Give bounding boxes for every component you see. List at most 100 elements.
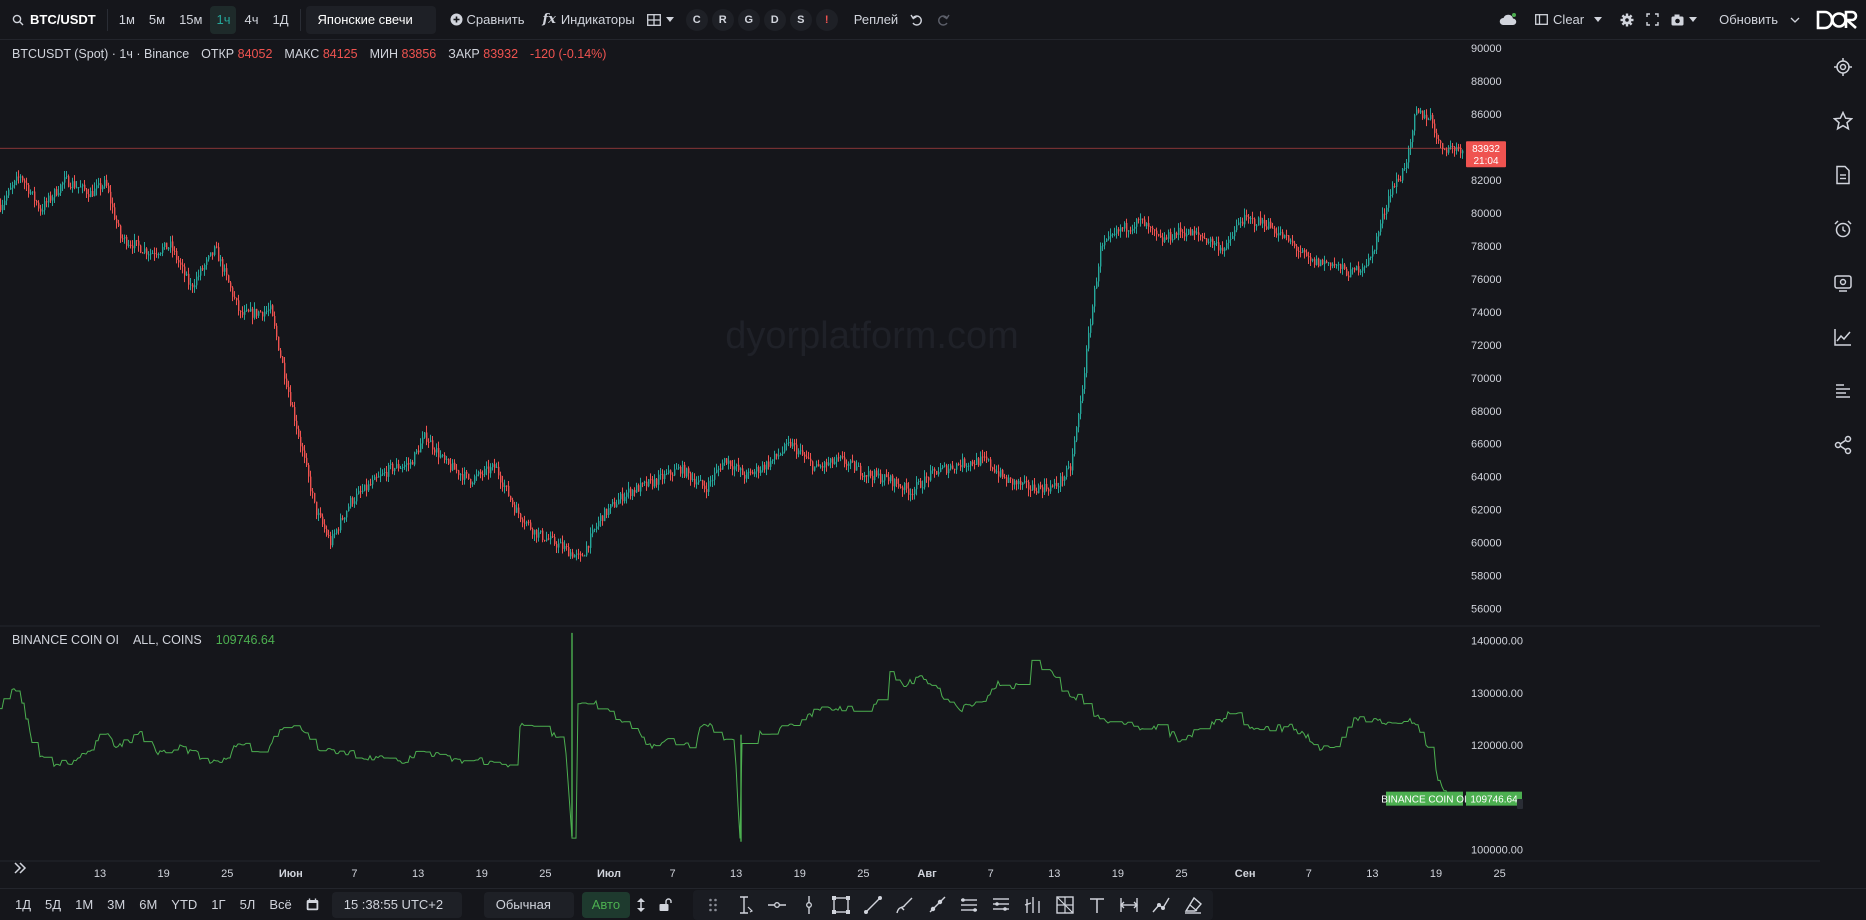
chart-type-select[interactable]: Японские свечи [305, 5, 436, 34]
candle-body [960, 464, 962, 468]
candle-body [956, 463, 958, 470]
tool-brush[interactable] [891, 891, 919, 919]
candle-body [516, 507, 518, 513]
interval-3[interactable]: 1ч [210, 5, 237, 34]
candle-body [130, 244, 132, 246]
candle-body [930, 470, 932, 481]
settings-button[interactable] [1614, 6, 1640, 34]
candle-body [1186, 234, 1188, 237]
tool-text[interactable] [1083, 891, 1111, 919]
candle-body [1412, 130, 1414, 143]
candle-body [964, 458, 966, 467]
candle-body [280, 350, 282, 357]
candle-body [1090, 324, 1092, 333]
tool-parallel-channel[interactable] [955, 891, 983, 919]
candle-body [1290, 240, 1292, 242]
fullscreen-button[interactable] [1640, 6, 1665, 34]
tool-horizontal-line[interactable] [763, 891, 791, 919]
candle-body [626, 492, 628, 497]
range-0[interactable]: 1Д [15, 897, 32, 912]
scale-arrows-button[interactable] [630, 892, 652, 918]
tool-vertical-line[interactable] [795, 891, 823, 919]
tool-eraser[interactable] [1179, 891, 1207, 919]
replay-button[interactable]: Реплей [853, 12, 899, 27]
interval-5[interactable]: 1Д [272, 12, 289, 27]
candle-body [1278, 232, 1280, 236]
letter-button-2[interactable]: G [737, 8, 760, 31]
interval-2[interactable]: 15м [179, 12, 203, 27]
tool-gann-box[interactable] [1051, 891, 1079, 919]
tool-trend-line[interactable] [859, 891, 887, 919]
range-1[interactable]: 5Д [45, 897, 62, 912]
screenshot-button[interactable] [1665, 6, 1703, 34]
sidebar-alerts[interactable] [1826, 212, 1860, 246]
candle-body [1054, 482, 1056, 486]
time-axis-label: Сен [1235, 868, 1256, 880]
drag-handle[interactable] [699, 891, 727, 919]
candle-body [6, 195, 8, 201]
candle-body [1092, 306, 1094, 325]
candle-body [912, 493, 914, 495]
sidebar-orderbook[interactable] [1826, 374, 1860, 408]
letter-button-5[interactable]: ! [815, 8, 838, 31]
sidebar-chart[interactable] [1826, 320, 1860, 354]
redo-button[interactable] [930, 6, 956, 34]
candle-body [1134, 226, 1136, 229]
range-4[interactable]: 6М [139, 897, 158, 912]
letter-button-0[interactable]: C [685, 8, 708, 31]
drawing-toolbar [693, 889, 1214, 920]
interval-1[interactable]: 5м [148, 12, 166, 27]
letter-button-3[interactable]: D [763, 8, 786, 31]
indicators-button[interactable]: fx Индикаторы [536, 6, 640, 34]
interval-0[interactable]: 1м [118, 12, 135, 27]
range-8[interactable]: Всё [269, 897, 292, 912]
go-to-date-button[interactable] [299, 892, 326, 918]
range-7[interactable]: 5Л [239, 897, 256, 912]
symbol-search[interactable]: BTC/USDT [0, 6, 102, 34]
range-3[interactable]: 3М [107, 897, 126, 912]
sidebar-screener[interactable] [1826, 266, 1860, 300]
range-2[interactable]: 1М [75, 897, 94, 912]
more-button[interactable] [1784, 6, 1806, 34]
expand-toolbar-button[interactable] [8, 856, 32, 880]
candle-body [22, 176, 24, 181]
fib-retracement-icon [993, 897, 1010, 911]
tool-ray[interactable] [923, 891, 951, 919]
chart-canvas[interactable]: dyorplatform.com900008800086000840008200… [0, 40, 1820, 888]
scale-mode-select[interactable]: Обычная [483, 891, 574, 918]
sidebar-settings[interactable] [1826, 50, 1860, 84]
tool-cursor[interactable] [731, 891, 759, 919]
tool-path[interactable] [1147, 891, 1175, 919]
sidebar-share[interactable] [1826, 428, 1860, 462]
lock-scale-button[interactable] [652, 892, 679, 918]
range-6[interactable]: 1Г [211, 897, 226, 912]
interval-4[interactable]: 4ч [244, 12, 259, 27]
oi-axis-label: 120000.00 [1471, 740, 1523, 752]
letter-button-1[interactable]: R [711, 8, 734, 31]
layout-name-select[interactable]: Clear [1529, 6, 1608, 34]
tool-pitchfork[interactable] [1019, 891, 1047, 919]
time-axis-label: 13 [730, 868, 742, 880]
layout-button[interactable] [641, 6, 680, 34]
tool-rectangle[interactable] [827, 891, 855, 919]
tool-fib[interactable] [987, 891, 1015, 919]
refresh-button[interactable]: Обновить [1719, 12, 1778, 27]
letter-button-4[interactable]: S [789, 8, 812, 31]
range-5[interactable]: YTD [171, 897, 198, 912]
cloud-save-button[interactable] [1493, 6, 1523, 34]
candle-body [842, 456, 844, 458]
candle-body [196, 276, 198, 286]
candle-body [176, 251, 178, 260]
compare-button[interactable]: Сравнить [444, 6, 531, 34]
sidebar-watchlist[interactable] [1826, 104, 1860, 138]
time-axis-label: 13 [412, 868, 424, 880]
undo-button[interactable] [904, 6, 930, 34]
candle-body [346, 510, 348, 518]
auto-scale-button[interactable]: Авто [581, 891, 631, 918]
timezone-select[interactable]: 15 :38:55 UTC+2 [331, 891, 462, 918]
tool-measure[interactable] [1115, 891, 1143, 919]
candle-body [502, 482, 504, 488]
candle-body [390, 463, 392, 465]
sidebar-notes[interactable] [1826, 158, 1860, 192]
candle-body [1306, 252, 1308, 257]
